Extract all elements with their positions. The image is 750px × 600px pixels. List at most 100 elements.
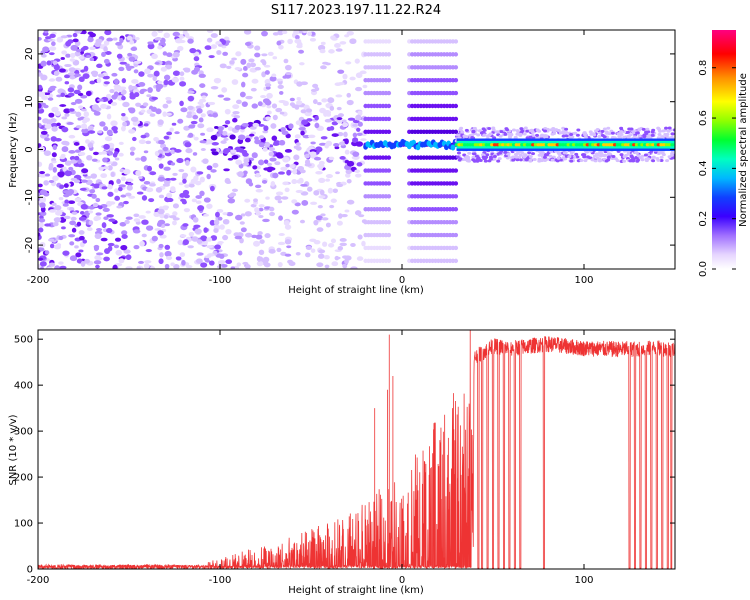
spectrogram-cell (300, 109, 307, 114)
sideband-cell (453, 90, 459, 96)
carrier-halo-cell (659, 158, 664, 162)
sideband-cell (386, 245, 392, 251)
sideband-cell (386, 77, 392, 83)
spectrogram-cell (255, 188, 264, 193)
spectrogram-cell (299, 219, 305, 224)
spectrogram-cell (270, 181, 276, 187)
spectrogram-cell (102, 157, 108, 163)
spectrogram-cell (227, 126, 234, 131)
spectrogram-cell (191, 236, 199, 242)
spectrogram-cell (157, 176, 166, 182)
spectrogram-cell (85, 139, 90, 144)
sideband-cell (386, 129, 392, 135)
spectrogram-cell (87, 31, 94, 35)
spectrogram-cell (147, 87, 153, 93)
spectrogram-cell (51, 152, 57, 158)
carrier-halo-cell (531, 152, 536, 156)
spectrogram-cell (316, 262, 324, 268)
spectrogram-cell (158, 139, 165, 145)
spectrogram-cell (44, 137, 50, 142)
carrier-halo-cell (551, 129, 556, 133)
spectrogram-cell (38, 72, 43, 77)
spectrogram-cell (187, 245, 194, 249)
spectrogram-cell (102, 207, 110, 213)
spectrogram-cell (283, 58, 289, 64)
spectrogram-cell (48, 209, 57, 213)
spectrogram-cell (263, 125, 269, 132)
spectrogram-cell (125, 266, 133, 269)
carrier-halo-cell (642, 135, 647, 139)
spectrogram-cell (83, 111, 90, 118)
spectrogram-cell (93, 244, 100, 249)
spectrogram-cell (133, 218, 141, 223)
carrier-halo-cell (670, 150, 675, 154)
spectrogram-cell (200, 235, 208, 242)
carrier-halo-cell (637, 134, 642, 138)
spectrogram-cell (87, 37, 94, 43)
spectrogram-cell (60, 35, 68, 39)
spectrogram-cell (177, 45, 184, 52)
spectrogram-cell (260, 59, 266, 64)
spectrogram-cell (93, 260, 102, 265)
spectrogram-cell (112, 264, 118, 269)
spectrogram-cell (47, 97, 54, 101)
spectrogram-cell (239, 237, 244, 244)
spectrogram-cell (197, 123, 205, 129)
spectrogram-cell (317, 253, 325, 259)
spectrogram-cell (298, 49, 305, 54)
colorbar-tick-label: 0.2 (698, 211, 709, 227)
carrier-halo-cell (658, 129, 663, 133)
spectrogram-cell (120, 91, 126, 95)
spectrogram-cell (244, 264, 251, 269)
sideband-cell (453, 129, 459, 135)
spectrogram-cell (38, 249, 41, 254)
spectrogram-cell (48, 112, 55, 118)
spectrogram-cell (304, 252, 311, 258)
spectrogram-cell (103, 126, 109, 132)
carrier-halo-cell (476, 156, 481, 160)
spectrogram-cell (347, 117, 356, 121)
spectrogram-cell (207, 253, 215, 257)
spectrogram-cell (173, 263, 180, 269)
spectrogram-cell (38, 102, 42, 109)
spectrogram-cell (224, 120, 231, 125)
carrier-halo-cell (472, 126, 477, 130)
spectrogram-cell (242, 261, 249, 265)
carrier-halo-cell (551, 127, 556, 131)
spectrogram-cell (221, 130, 228, 136)
spectrogram-cell (63, 183, 69, 188)
spectrogram-cell (179, 81, 187, 87)
spectrogram-cell (146, 94, 152, 98)
spectrogram-cell (126, 182, 134, 186)
spectrogram-cell (41, 196, 47, 203)
spectrogram-cell (74, 30, 82, 34)
spectrogram-cell (48, 179, 55, 183)
spectrogram-cell (141, 219, 149, 225)
spectrogram-cell (305, 245, 312, 251)
spectrogram-cell (140, 155, 147, 162)
spectrogram-cell (234, 125, 241, 130)
spectrogram-cell (145, 249, 152, 253)
spectrogram-cell (244, 137, 251, 143)
spectrogram-cell (176, 158, 184, 164)
spectrogram-cell (170, 186, 176, 192)
spectrogram-cell (278, 44, 284, 50)
spectrogram-cell (96, 63, 103, 69)
sideband-cell (453, 168, 459, 173)
spectrogram-cell (207, 101, 216, 106)
carrier-halo-cell (589, 132, 594, 136)
spectrogram-cell (258, 214, 264, 219)
spectrogram-cell (172, 211, 178, 217)
spectrogram-cell (149, 171, 157, 176)
carrier-halo-cell (505, 128, 510, 132)
spectrogram-cell (60, 56, 65, 60)
spectrogram-cell (182, 239, 189, 246)
spectrogram-cell (53, 70, 60, 76)
spectrogram-cell (334, 255, 340, 261)
spectrogram-cell (69, 58, 76, 62)
spectrogram-cell (166, 197, 174, 203)
spectrogram-cell (94, 233, 102, 240)
spectrogram-cell (133, 92, 140, 98)
carrier-halo-cell (511, 128, 516, 132)
spectrogram-cell (38, 257, 44, 261)
